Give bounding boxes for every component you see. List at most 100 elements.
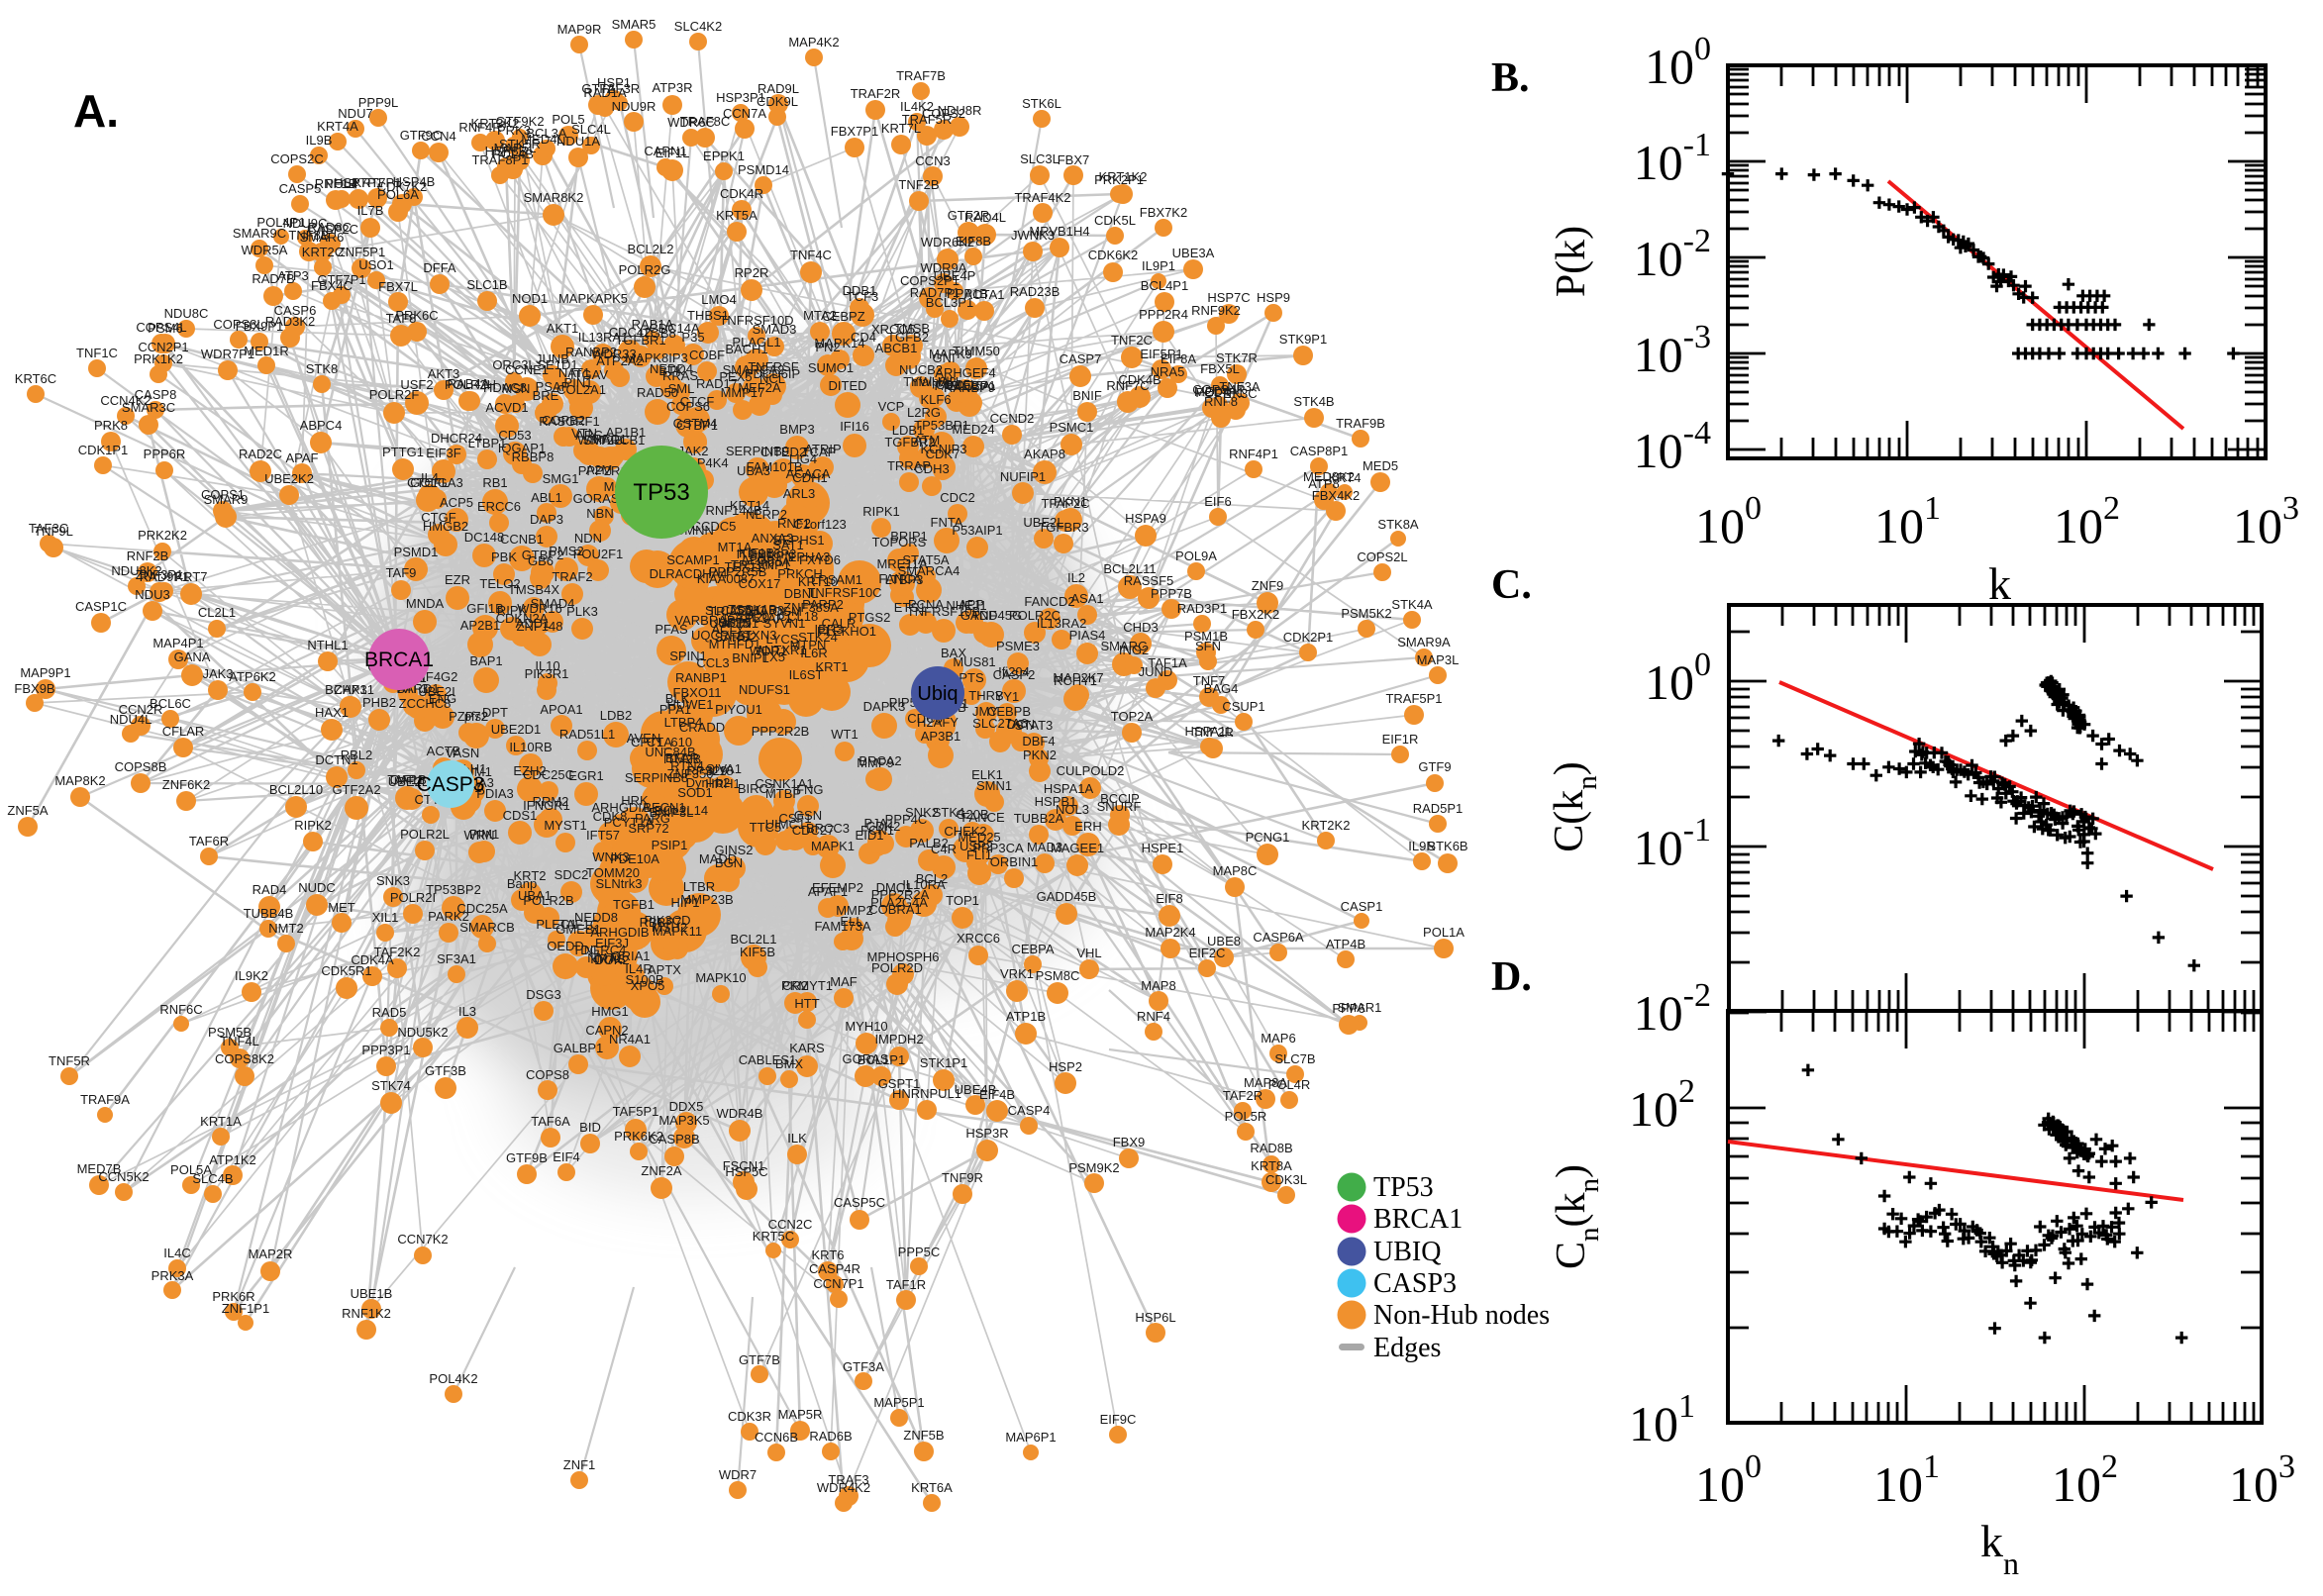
svg-text:ATXN3: ATXN3 <box>737 628 777 643</box>
svg-text:PKMYT1: PKMYT1 <box>781 978 833 993</box>
svg-text:AKT3: AKT3 <box>428 366 460 381</box>
svg-text:TNF5R: TNF5R <box>49 1053 90 1068</box>
svg-text:PPP6R: PPP6R <box>144 447 186 461</box>
svg-text:CCN2R: CCN2R <box>119 702 163 717</box>
svg-text:PDCD6IP: PDCD6IP <box>745 366 800 381</box>
svg-text:FBX7: FBX7 <box>1058 152 1090 167</box>
svg-text:ACACA: ACACA <box>786 466 831 481</box>
svg-text:ZNF1P1: ZNF1P1 <box>222 1301 269 1316</box>
svg-text:IL2: IL2 <box>1067 570 1085 585</box>
svg-text:CCDC5: CCDC5 <box>692 519 737 534</box>
svg-text:RAB4A: RAB4A <box>448 376 490 391</box>
svg-text:POL5: POL5 <box>552 112 584 127</box>
svg-text:ZNF3P1: ZNF3P1 <box>136 567 183 582</box>
svg-text:CSNK1A1: CSNK1A1 <box>755 776 813 791</box>
svg-text:MAP5R: MAP5R <box>778 1407 823 1422</box>
svg-text:WDR7: WDR7 <box>719 1467 757 1482</box>
svg-text:EIF9C: EIF9C <box>1100 1412 1137 1427</box>
svg-text:IL7B: IL7B <box>357 203 384 218</box>
svg-text:BCL3P1: BCL3P1 <box>926 295 973 310</box>
svg-text:SMARCA4: SMARCA4 <box>898 563 960 578</box>
svg-text:BNIF: BNIF <box>1072 388 1102 403</box>
svg-text:CASP2: CASP2 <box>993 667 1036 682</box>
svg-text:ZNF148: ZNF148 <box>517 619 563 634</box>
svg-text:BCL1P1: BCL1P1 <box>858 1052 905 1067</box>
svg-text:BRE: BRE <box>533 388 559 403</box>
svg-text:EPHA3: EPHA3 <box>788 549 831 564</box>
svg-text:MNDA: MNDA <box>406 596 445 611</box>
svg-text:FSCN1: FSCN1 <box>723 1158 765 1173</box>
svg-text:TP53: TP53 <box>633 479 689 506</box>
svg-text:RNF4P1: RNF4P1 <box>1229 447 1278 461</box>
svg-text:TAF1R: TAF1R <box>886 1277 926 1292</box>
svg-text:JWNK3: JWNK3 <box>1011 228 1055 243</box>
svg-text:APAF1: APAF1 <box>808 884 848 899</box>
svg-text:LTBR: LTBR <box>683 879 715 894</box>
svg-text:USO1: USO1 <box>358 257 393 272</box>
svg-text:PPP2R5B: PPP2R5B <box>709 564 767 579</box>
svg-text:CASP3: CASP3 <box>1373 1268 1457 1299</box>
svg-text:PSM1B: PSM1B <box>1184 629 1228 644</box>
svg-text:npdA: npdA <box>760 554 791 569</box>
svg-text:MADD: MADD <box>699 851 737 866</box>
svg-text:WRN: WRN <box>463 828 494 843</box>
svg-text:TNF9R: TNF9R <box>942 1170 983 1185</box>
svg-text:POL4K2: POL4K2 <box>429 1371 477 1386</box>
svg-text:IER3: IER3 <box>815 622 844 637</box>
svg-text:NDU5K2: NDU5K2 <box>397 1025 448 1040</box>
svg-text:RAB1A: RAB1A <box>632 317 674 332</box>
svg-text:GORAS: GORAS <box>843 1051 889 1066</box>
svg-text:NUFIP1: NUFIP1 <box>1000 469 1046 484</box>
svg-text:HNRNPUL1: HNRNPUL1 <box>892 1086 961 1101</box>
svg-text:BCL2L14: BCL2L14 <box>655 803 708 818</box>
svg-text:STK8: STK8 <box>306 361 339 376</box>
svg-text:HMG1: HMG1 <box>591 1004 629 1019</box>
svg-text:PLAGL1: PLAGL1 <box>732 335 780 349</box>
svg-text:SMARCB: SMARCB <box>459 920 515 935</box>
svg-text:LTBP3: LTBP3 <box>885 572 924 587</box>
svg-text:BCL2L2: BCL2L2 <box>628 242 674 256</box>
svg-text:GTF9C: GTF9C <box>400 128 443 143</box>
svg-text:FBX4C: FBX4C <box>311 278 353 293</box>
svg-text:Ubiq: Ubiq <box>917 683 958 705</box>
svg-text:FBX9: FBX9 <box>1113 1135 1146 1149</box>
svg-text:KRT7P1: KRT7P1 <box>354 175 402 190</box>
svg-text:PRK3A: PRK3A <box>152 1268 194 1283</box>
svg-text:CDC2: CDC2 <box>940 490 974 505</box>
svg-text:CDK2: CDK2 <box>866 819 901 834</box>
svg-text:UBE2D1: UBE2D1 <box>491 722 542 737</box>
svg-text:ENG: ENG <box>429 691 456 706</box>
svg-text:KIF5B: KIF5B <box>740 945 775 959</box>
svg-text:PTTG1: PTTG1 <box>382 445 424 459</box>
svg-text:TNF1C: TNF1C <box>76 346 118 360</box>
svg-text:USP2: USP2 <box>960 839 993 853</box>
svg-text:EIF3J: EIF3J <box>595 936 629 950</box>
svg-text:DCTN1: DCTN1 <box>315 752 357 767</box>
svg-text:RAD2C: RAD2C <box>239 447 282 461</box>
svg-text:DLRACDHA4: DLRACDHA4 <box>650 566 728 581</box>
svg-text:STK1P1: STK1P1 <box>920 1055 967 1070</box>
svg-text:PJA1: PJA1 <box>863 816 894 831</box>
svg-text:PHB2: PHB2 <box>362 695 396 710</box>
svg-text:TAF1B: TAF1B <box>387 772 427 787</box>
svg-text:SARS2: SARS2 <box>715 630 758 645</box>
svg-text:CULPOLD2: CULPOLD2 <box>1057 763 1125 778</box>
svg-text:RNF4: RNF4 <box>1137 1009 1170 1024</box>
svg-text:BTK: BTK <box>658 363 684 378</box>
svg-text:S100B: S100B <box>625 972 663 987</box>
svg-text:IFNG: IFNG <box>792 782 823 797</box>
svg-text:BAG4: BAG4 <box>1204 681 1239 696</box>
svg-text:ETS1: ETS1 <box>894 600 927 615</box>
svg-text:GSN: GSN <box>794 808 822 823</box>
svg-text:PKN1: PKN1 <box>1054 494 1087 509</box>
svg-text:POU2F1: POU2F1 <box>573 547 624 561</box>
svg-text:CDK5L: CDK5L <box>1094 213 1136 228</box>
svg-text:PFAS: PFAS <box>655 622 688 637</box>
svg-text:TP53: TP53 <box>1373 1172 1434 1203</box>
svg-text:EIF1R: EIF1R <box>1382 732 1419 747</box>
svg-text:RIPK1: RIPK1 <box>862 504 900 519</box>
svg-text:TP53AP1: TP53AP1 <box>737 611 792 626</box>
svg-text:COPS2C: COPS2C <box>270 151 323 166</box>
svg-text:PCNG1: PCNG1 <box>1246 830 1290 845</box>
svg-text:UBE2I: UBE2I <box>418 684 455 699</box>
